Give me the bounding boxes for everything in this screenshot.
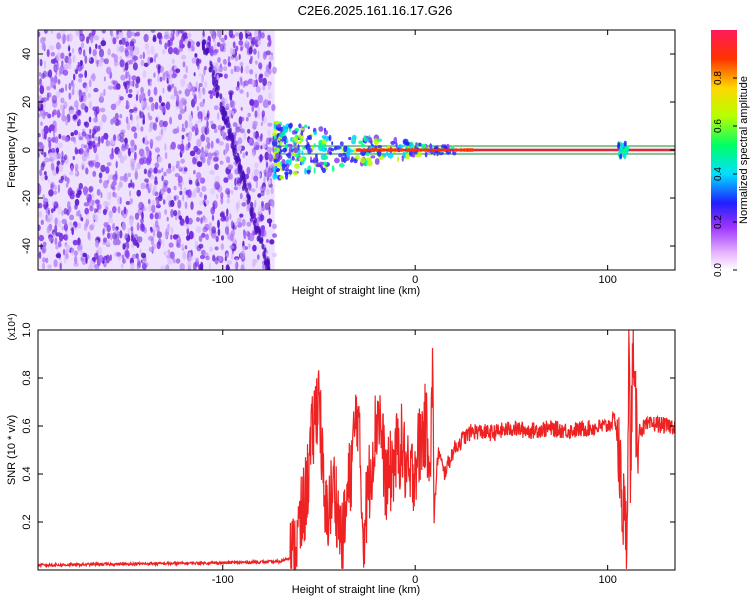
spectrogram-panel: -100 0 100 -40 -20 0 20 40 Height of straight … <box>6 29 676 297</box>
colorbar: 0.0 0.2 0.4 0.6 0.8 Normalized spectral ampl… <box>711 30 750 277</box>
colorbar-ticks: 0.0 0.2 0.4 0.6 0.8 <box>713 71 737 277</box>
spectrogram-y-label: Frequency (Hz) <box>6 112 18 188</box>
colorbar-tick-label: 0.6 <box>713 119 724 133</box>
y-tick-label: 40 <box>21 48 33 60</box>
y-tick-label: 0 <box>21 147 33 153</box>
x-tick-label: -100 <box>212 274 234 286</box>
spectrogram-heatmap <box>38 30 675 270</box>
colorbar-tick-label: 0.4 <box>713 167 724 181</box>
x-tick-label: -100 <box>212 574 234 586</box>
snr-y-label: SNR (10 * v/v) <box>6 415 18 485</box>
snr-panel: -100 0 100 0.2 0.4 0.6 0.8 1.0 Height of strai… <box>6 313 676 596</box>
snr-x-axis: -100 0 100 <box>212 330 617 586</box>
x-tick-label: 0 <box>412 274 418 286</box>
snr-frame <box>37 329 676 571</box>
colorbar-tick-label: 0.0 <box>713 263 724 277</box>
y-tick-label: 0.6 <box>21 418 33 433</box>
x-tick-label: 100 <box>598 574 616 586</box>
y-tick-label: -40 <box>21 238 33 254</box>
x-tick-label: 0 <box>412 574 418 586</box>
y-tick-label: 0.4 <box>21 466 33 481</box>
chart-title: C2E6.2025.161.16.17.G26 <box>298 3 453 18</box>
y-tick-label: 0.8 <box>21 370 33 385</box>
spectrogram-y-axis: -40 -20 0 20 40 <box>21 48 675 254</box>
spectrogram-x-axis: -100 0 100 <box>212 30 617 286</box>
y-tick-label: -20 <box>21 190 33 206</box>
snr-x-label: Height of straight line (km) <box>292 584 420 596</box>
colorbar-gradient <box>711 30 737 270</box>
snr-y-axis: 0.2 0.4 0.6 0.8 1.0 <box>21 322 675 530</box>
colorbar-tick-label: 0.2 <box>713 215 724 229</box>
y-tick-label: 0.2 <box>21 514 33 529</box>
y-tick-label: 1.0 <box>21 322 33 337</box>
colorbar-label: Normalized spectral amplitude <box>738 76 750 224</box>
x-tick-label: 100 <box>598 274 616 286</box>
snr-series-line <box>38 330 675 570</box>
y-tick-label: 20 <box>21 96 33 108</box>
colorbar-tick-label: 0.8 <box>713 71 724 85</box>
spectrogram-x-label: Height of straight line (km) <box>292 285 420 297</box>
snr-y-multiplier: (x10⁴) <box>7 313 18 340</box>
